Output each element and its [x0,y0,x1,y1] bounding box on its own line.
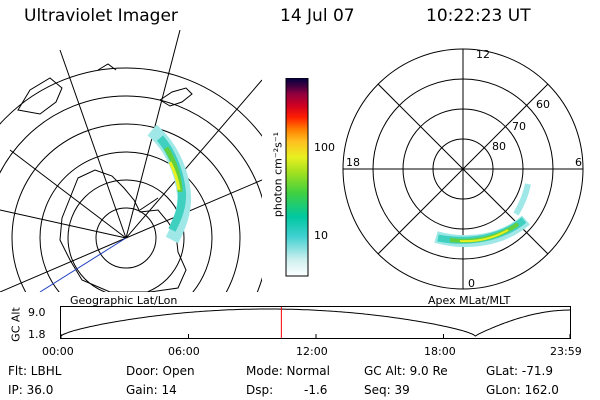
altitude-xtick-1: 06:00 [168,345,200,358]
geographic-map-label: Geographic Lat/Lon [70,294,178,307]
colorbar-tick-10: 10 [314,229,328,242]
mode-info: Mode: Normal [246,364,330,378]
dsp-value: -1.6 [304,383,328,397]
aurora-emission-left [147,124,192,244]
date-label: 14 Jul 07 [280,6,355,26]
door-info: Door: Open [126,364,195,378]
mlat-label-70: 70 [512,120,526,133]
altitude-xtick-0: 00:00 [42,345,74,358]
colorbar-unit-label: photon cm⁻²s⁻¹ [271,131,285,218]
gc-alt-info: GC Alt: 9.0 Re [364,364,448,378]
colorbar [285,78,309,277]
geographic-map [0,30,262,292]
gain-info: Gain: 14 [126,383,177,397]
mlt-label-18: 18 [346,156,360,169]
coastline [59,169,187,292]
mlat-label-60: 60 [536,98,550,111]
ip-info: IP: 36.0 [8,383,54,397]
altitude-xtick-2: 12:00 [296,345,328,358]
aurora-emission-right [434,183,531,248]
colorbar-tick-100: 100 [314,141,335,154]
glat-info: GLat: -71.9 [486,364,553,378]
altitude-ytick-max: 9.0 [28,306,46,319]
seq-info: Seq: 39 [364,383,410,397]
mlat-label-80: 80 [492,140,506,153]
altitude-ytick-min: 1.8 [28,328,46,341]
mlt-label-0: 0 [468,277,475,290]
mlt-label-12: 12 [476,48,490,61]
altitude-plot [60,306,571,339]
dsp-label: Dsp: [246,383,274,397]
altitude-ylabel: GC Alt [9,307,23,342]
mlt-label-6: 6 [575,156,582,169]
altitude-xtick-3: 18:00 [424,345,456,358]
altitude-xtick-4: 23:59 [550,345,582,358]
magnetic-map-label: Apex MLat/MLT [428,294,511,307]
magnetic-polar-map [342,48,584,290]
instrument-title: Ultraviolet Imager [24,6,178,26]
filter-info: Flt: LBHL [8,364,62,378]
glon-info: GLon: 162.0 [486,383,559,397]
time-label: 10:22:23 UT [426,6,531,26]
